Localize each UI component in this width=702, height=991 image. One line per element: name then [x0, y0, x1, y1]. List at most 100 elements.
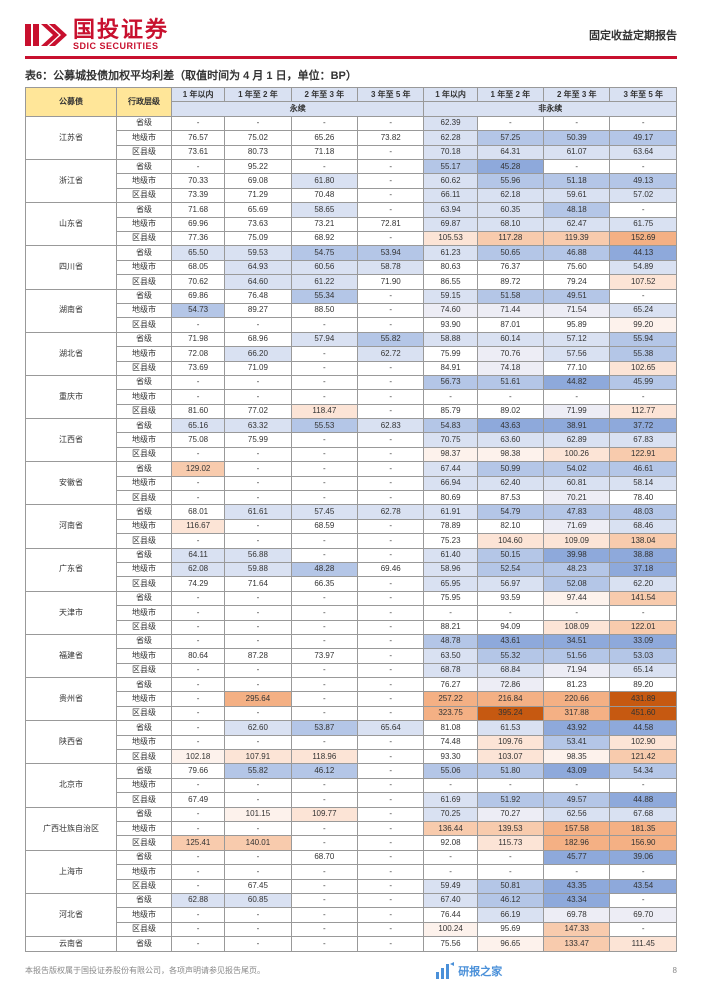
value-cell: -: [291, 735, 357, 749]
level-cell: 区县级: [116, 620, 171, 634]
value-cell: -: [358, 879, 424, 893]
level-cell: 省级: [116, 850, 171, 864]
value-cell: 80.69: [424, 491, 477, 505]
value-cell: 57.25: [477, 131, 543, 145]
page-footer: 本报告版权属于国投证券股份有限公司，各项声明请参见报告尾页。 研报之家 8: [25, 962, 677, 980]
value-cell: 53.03: [610, 649, 677, 663]
value-cell: -: [291, 160, 357, 174]
value-cell: 71.69: [544, 519, 610, 533]
table-row: 地级市75.0875.99--70.7563.6062.8967.83: [26, 433, 677, 447]
watermark-text: 研报之家: [458, 963, 502, 979]
value-cell: -: [225, 937, 291, 951]
value-cell: 73.97: [291, 649, 357, 663]
value-cell: 65.26: [291, 131, 357, 145]
value-cell: 156.90: [610, 836, 677, 850]
value-cell: -: [225, 850, 291, 864]
value-cell: -: [358, 289, 424, 303]
value-cell: -: [358, 174, 424, 188]
value-cell: -: [225, 793, 291, 807]
table-row: 区县级73.6971.09--84.9174.1877.10102.65: [26, 361, 677, 375]
table-row: 地级市76.5775.0265.2673.8262.2857.2550.3949…: [26, 131, 677, 145]
value-cell: 64.60: [225, 275, 291, 289]
value-cell: -: [291, 433, 357, 447]
table-row: 地级市62.0859.8848.2869.4658.9652.5448.2337…: [26, 562, 677, 576]
value-cell: 62.20: [610, 577, 677, 591]
table-row: 地级市----76.4466.1969.7869.70: [26, 908, 677, 922]
value-cell: 139.53: [477, 822, 543, 836]
value-cell: 62.89: [544, 433, 610, 447]
province-cell: 浙江省: [26, 160, 117, 203]
value-cell: 109.76: [477, 735, 543, 749]
value-cell: 61.75: [610, 217, 677, 231]
watermark: 研报之家: [435, 962, 502, 980]
province-cell: 广东省: [26, 548, 117, 591]
table-row: 湖北省省级71.9868.9657.9455.8258.8860.1457.12…: [26, 332, 677, 346]
value-cell: 119.39: [544, 231, 610, 245]
value-cell: -: [358, 577, 424, 591]
value-cell: -: [225, 447, 291, 461]
value-cell: 62.08: [172, 562, 225, 576]
table-row: 区县级77.3675.0968.92-105.53117.28119.39152…: [26, 231, 677, 245]
value-cell: -: [225, 822, 291, 836]
value-cell: 48.18: [544, 203, 610, 217]
value-cell: 49.57: [544, 793, 610, 807]
value-cell: 55.06: [424, 764, 477, 778]
value-cell: 65.50: [172, 246, 225, 260]
table-row: 地级市54.7389.2788.50-74.6071.4471.5465.24: [26, 303, 677, 317]
value-cell: 56.97: [477, 577, 543, 591]
level-cell: 区县级: [116, 836, 171, 850]
value-cell: 84.91: [424, 361, 477, 375]
table-row: 天津市省级----75.9593.5997.44141.54: [26, 591, 677, 605]
value-cell: -: [172, 375, 225, 389]
value-cell: 69.70: [610, 908, 677, 922]
value-cell: -: [291, 822, 357, 836]
value-cell: 157.58: [544, 822, 610, 836]
table-row: 地级市72.0866.20-62.7275.9970.7657.5655.38: [26, 347, 677, 361]
value-cell: 181.35: [610, 822, 677, 836]
value-cell: 257.22: [424, 692, 477, 706]
value-cell: -: [610, 289, 677, 303]
value-cell: 72.86: [477, 678, 543, 692]
level-cell: 地级市: [116, 347, 171, 361]
table-row: 河南省省级68.0161.6157.4562.7861.9154.7947.83…: [26, 505, 677, 519]
spread-table: 公募债 行政层级 1 年以内 1 年至 2 年 2 年至 3 年 3 年至 5 …: [25, 87, 677, 951]
value-cell: 75.60: [544, 260, 610, 274]
value-cell: 71.94: [544, 663, 610, 677]
table-row: 区县级----93.9087.0195.8999.20: [26, 318, 677, 332]
table-row: 区县级----100.2495.69147.33-: [26, 922, 677, 936]
level-cell: 地级市: [116, 735, 171, 749]
value-cell: 64.11: [172, 548, 225, 562]
value-cell: -: [358, 634, 424, 648]
value-cell: -: [291, 347, 357, 361]
value-cell: 43.35: [544, 879, 610, 893]
table-row: 地级市----74.48109.7653.41102.90: [26, 735, 677, 749]
level-cell: 地级市: [116, 822, 171, 836]
value-cell: -: [358, 606, 424, 620]
table-row: 重庆市省级----56.7351.6144.8245.99: [26, 375, 677, 389]
value-cell: -: [225, 491, 291, 505]
province-cell: 云南省: [26, 937, 117, 951]
value-cell: -: [358, 850, 424, 864]
value-cell: -: [291, 634, 357, 648]
value-cell: -: [358, 620, 424, 634]
value-cell: 62.18: [477, 188, 543, 202]
value-cell: -: [225, 606, 291, 620]
value-cell: -: [358, 303, 424, 317]
value-cell: 72.08: [172, 347, 225, 361]
level-cell: 省级: [116, 332, 171, 346]
value-cell: 45.28: [477, 160, 543, 174]
col-c4a: 3 年至 5 年: [358, 88, 424, 102]
value-cell: -: [172, 735, 225, 749]
logo-en: SDIC SECURITIES: [73, 42, 169, 52]
value-cell: 71.64: [225, 577, 291, 591]
table-row: 北京市省级79.6655.8246.12-55.0651.8043.0954.3…: [26, 764, 677, 778]
value-cell: 54.02: [544, 462, 610, 476]
value-cell: 61.22: [291, 275, 357, 289]
value-cell: 75.99: [424, 347, 477, 361]
value-cell: -: [225, 318, 291, 332]
value-cell: 152.69: [610, 231, 677, 245]
value-cell: -: [225, 778, 291, 792]
value-cell: 55.34: [291, 289, 357, 303]
value-cell: 77.10: [544, 361, 610, 375]
level-cell: 区县级: [116, 404, 171, 418]
